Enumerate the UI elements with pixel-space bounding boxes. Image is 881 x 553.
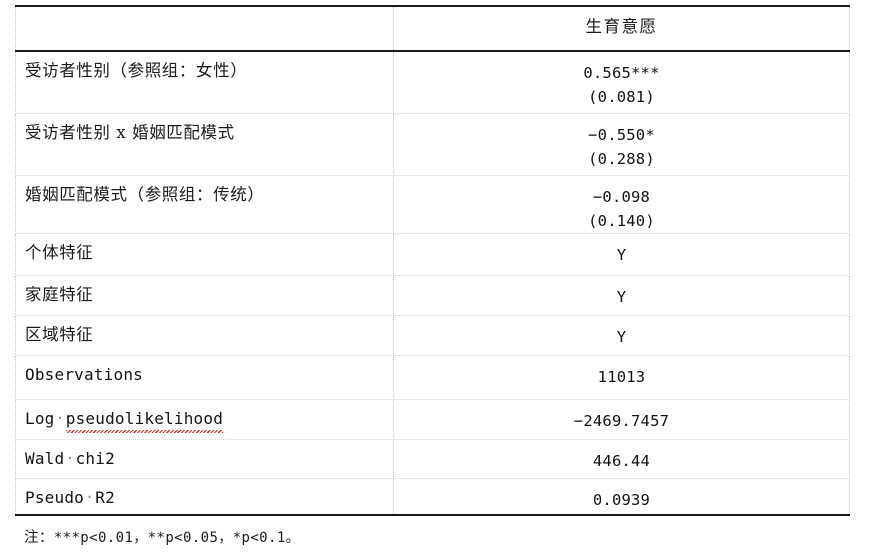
statistic-label: Observations xyxy=(25,364,143,384)
row-value-cell: Y xyxy=(393,315,850,356)
table-header-row: 生育意愿 xyxy=(15,5,850,52)
coefficient-block: −0.098 (0.140) xyxy=(394,176,849,233)
table-row: 区域特征 Y xyxy=(15,315,850,356)
statistic-value: 446.44 xyxy=(592,451,651,470)
row-value-cell: Y xyxy=(393,275,850,316)
statistic-label-prefix: Wald xyxy=(25,448,65,468)
row-label-cell: Pseudo·R2 xyxy=(15,478,394,517)
header-label-empty xyxy=(16,7,393,16)
row-label-cell: 个体特征 xyxy=(15,233,394,276)
variable-label: 受访者性别 x 婚姻匹配模式 xyxy=(25,122,235,142)
table-row: 家庭特征 Y xyxy=(15,275,850,316)
table-row: 受访者性别（参照组：女性） 0.565*** (0.081) xyxy=(15,51,850,114)
results-table: 生育意愿 受访者性别（参照组：女性） 0.565*** (0.081) xyxy=(15,5,850,517)
footnote-significance-legend: ***p<0.01，**p<0.05，*p<0.1。 xyxy=(53,530,301,546)
row-value-cell: −0.098 (0.140) xyxy=(393,175,850,234)
table-row: Log·pseudolikelihood −2469.7457 xyxy=(15,399,850,440)
footnote-prefix: 注： xyxy=(24,530,54,546)
statistic-label: Wald·chi2 xyxy=(16,440,393,469)
statistic-value: 0.0939 xyxy=(592,490,651,509)
coefficient-value: −0.550* xyxy=(588,125,655,144)
row-label-cell: 区域特征 xyxy=(15,315,394,356)
control-indicator: Y xyxy=(616,245,627,264)
statistic-label-prefix: Pseudo xyxy=(25,487,84,507)
space-mark-icon: · xyxy=(65,448,75,467)
row-label-cell: 受访者性别 x 婚姻匹配模式 xyxy=(15,113,394,176)
row-value-cell: 446.44 xyxy=(393,439,850,479)
space-mark-icon: · xyxy=(85,487,95,506)
statistic-value: 11013 xyxy=(597,367,646,386)
table-row: 受访者性别 x 婚姻匹配模式 −0.550* (0.288) xyxy=(15,113,850,176)
statistic-label-suffix: R2 xyxy=(95,487,115,507)
row-value-cell: 0.565*** (0.081) xyxy=(393,51,850,114)
row-value-cell: 0.0939 xyxy=(393,478,850,517)
statistic-label-prefix: Log xyxy=(25,408,55,428)
space-mark-icon: · xyxy=(55,408,65,427)
row-label-cell: Log·pseudolikelihood xyxy=(15,399,394,440)
header-cell-blank xyxy=(15,5,394,52)
coefficient-block: 0.565*** (0.081) xyxy=(394,52,849,109)
standard-error-value: (0.140) xyxy=(588,211,655,230)
control-indicator: Y xyxy=(616,327,627,346)
table-row: Pseudo·R2 0.0939 xyxy=(15,478,850,517)
row-label-cell: Observations xyxy=(15,355,394,400)
coefficient-value: 0.565*** xyxy=(583,64,660,82)
row-value-cell: −2469.7457 xyxy=(393,399,850,440)
control-label: 个体特征 xyxy=(25,242,94,262)
statistic-value: −2469.7457 xyxy=(573,411,670,430)
table-footnote: 注：***p<0.01，**p<0.05，*p<0.1。 xyxy=(24,526,300,547)
statistic-label-suffix: chi2 xyxy=(75,448,115,468)
statistic-label: Log·pseudolikelihood xyxy=(16,400,393,433)
statistic-label: Pseudo·R2 xyxy=(16,479,393,508)
variable-label: 受访者性别（参照组：女性） xyxy=(25,61,248,80)
coefficient-block: −0.550* (0.288) xyxy=(394,114,849,171)
header-cell-outcome: 生育意愿 xyxy=(393,5,850,52)
table-row: Wald·chi2 446.44 xyxy=(15,439,850,479)
row-label-cell: 受访者性别（参照组：女性） xyxy=(15,51,394,114)
variable-label: 婚姻匹配模式（参照组：传统） xyxy=(25,184,265,204)
regression-results-table: 生育意愿 受访者性别（参照组：女性） 0.565*** (0.081) xyxy=(15,5,850,517)
coefficient-value: −0.098 xyxy=(592,187,651,206)
spellcheck-underline: pseudolikelihood xyxy=(65,408,224,433)
control-indicator: Y xyxy=(616,287,627,306)
standard-error-value: (0.081) xyxy=(588,88,655,107)
standard-error-value: (0.288) xyxy=(588,149,655,168)
row-label-cell: 婚姻匹配模式（参照组：传统） xyxy=(15,175,394,234)
outcome-variable-header: 生育意愿 xyxy=(585,17,658,36)
row-value-cell: 11013 xyxy=(393,355,850,400)
control-label: 区域特征 xyxy=(25,324,94,344)
table-row: 婚姻匹配模式（参照组：传统） −0.098 (0.140) xyxy=(15,175,850,234)
table-row: Observations 11013 xyxy=(15,355,850,400)
row-value-cell: Y xyxy=(393,233,850,276)
row-label-cell: 家庭特征 xyxy=(15,275,394,316)
row-value-cell: −0.550* (0.288) xyxy=(393,113,850,176)
table-row: 个体特征 Y xyxy=(15,233,850,276)
control-label: 家庭特征 xyxy=(25,284,94,304)
row-label-cell: Wald·chi2 xyxy=(15,439,394,479)
